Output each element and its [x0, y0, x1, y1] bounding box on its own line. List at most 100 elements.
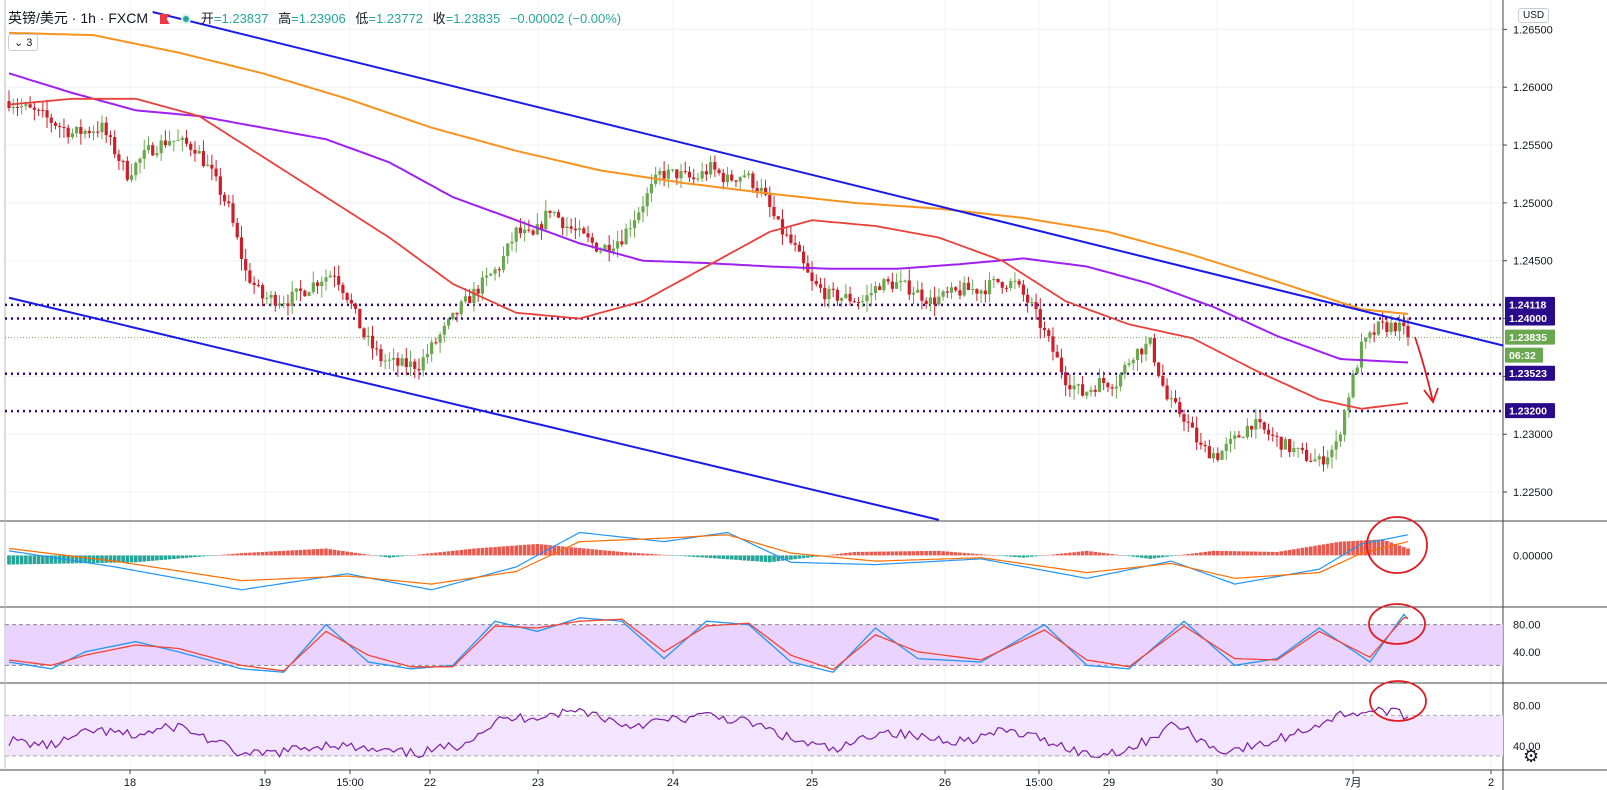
candle-body: [561, 217, 565, 228]
candle-body: [687, 171, 692, 178]
macd-bar: [1025, 555, 1030, 558]
candle-body: [244, 258, 248, 271]
macd-bar: [1330, 543, 1334, 556]
macd-bar: [1068, 552, 1072, 556]
macd-bar: [1397, 545, 1402, 556]
candle-body: [273, 294, 277, 306]
macd-bar: [899, 551, 903, 556]
candle-body: [637, 212, 641, 221]
candle-body: [307, 292, 311, 297]
macd-bar: [594, 549, 599, 556]
candle-body: [506, 243, 510, 257]
candle-body: [1250, 425, 1254, 430]
x-tick-label: 19: [259, 777, 271, 789]
macd-bar: [991, 555, 996, 556]
macd-bar: [1262, 551, 1267, 556]
candle-body: [878, 286, 882, 291]
candle-body: [890, 281, 894, 289]
macd-bar: [1220, 550, 1224, 556]
macd-bar: [806, 555, 810, 558]
macd-bar: [315, 548, 320, 556]
macd-bar: [328, 549, 333, 556]
candle-body: [442, 325, 446, 335]
macd-bar: [1347, 541, 1351, 556]
candle-body: [417, 368, 421, 371]
macd-bar: [890, 551, 895, 556]
candle-body: [1004, 287, 1009, 289]
candle-body: [383, 360, 387, 362]
currency-badge[interactable]: USD: [1518, 8, 1550, 23]
candle-body: [971, 289, 975, 291]
candle-body: [573, 228, 577, 231]
candle-body: [831, 288, 835, 290]
candle-body: [928, 297, 932, 305]
macd-bar: [476, 548, 480, 556]
x-tick-label: 30: [1211, 777, 1223, 789]
candle-body: [248, 270, 252, 283]
candle-body: [218, 176, 222, 195]
candle-body: [1182, 414, 1186, 422]
candle-body: [730, 174, 734, 181]
candle-body: [531, 230, 535, 235]
macd-bar: [472, 548, 476, 556]
macd-bar: [1216, 550, 1220, 556]
candle-body: [1300, 447, 1304, 450]
price-label-bg: [1505, 329, 1555, 345]
macd-bar: [142, 555, 147, 562]
macd-bar: [1038, 555, 1043, 556]
macd-bar: [742, 555, 747, 561]
candle-body: [1296, 447, 1300, 449]
indicators-toggle[interactable]: ⌄ 3: [8, 34, 39, 51]
open-value: =1.23837: [213, 11, 269, 26]
candle-body: [337, 276, 341, 285]
macd-bar: [497, 546, 502, 556]
candle-body: [725, 174, 730, 183]
macd-bar: [873, 551, 878, 556]
candle-body: [577, 228, 582, 231]
candle-body: [1131, 360, 1135, 364]
flag-icon[interactable]: [159, 14, 170, 24]
gear-icon[interactable]: ⚙: [1523, 746, 1540, 766]
candle-body: [1127, 363, 1131, 365]
candle-body: [252, 282, 256, 286]
macd-bar: [1000, 555, 1005, 556]
candle-body: [1393, 322, 1397, 332]
candle-body: [544, 210, 548, 229]
y-tick-label: 1.23000: [1513, 429, 1553, 441]
candle-body: [1271, 434, 1275, 436]
macd-bar: [1106, 553, 1110, 556]
candle-body: [768, 194, 772, 207]
macd-bar: [915, 551, 920, 556]
candle-body: [231, 203, 235, 223]
x-tick-label: 24: [667, 777, 679, 789]
candle-body: [1355, 367, 1359, 374]
y-tick-label: 1.24500: [1513, 256, 1553, 268]
macd-bar: [1008, 555, 1013, 557]
candle-body: [362, 328, 366, 338]
macd-bar: [1030, 555, 1034, 557]
candle-body: [856, 302, 861, 304]
candle-body: [404, 358, 408, 368]
candle-body: [1068, 385, 1072, 390]
candle-body: [1042, 327, 1047, 331]
macd-bar: [412, 554, 417, 556]
macd-bar: [400, 555, 404, 557]
macd-bar: [463, 549, 468, 556]
macd-bar: [590, 549, 595, 556]
candle-body: [624, 228, 628, 245]
macd-bar: [987, 554, 992, 556]
price-label: 1.24118: [1509, 299, 1547, 311]
candles: [7, 90, 1410, 472]
symbol-title[interactable]: 英镑/美元 · 1h · FXCM: [8, 10, 149, 26]
candle-body: [527, 229, 531, 231]
macd-bar: [856, 551, 861, 556]
x-tick-label: 26: [939, 777, 951, 789]
price-label-bg: [1505, 365, 1555, 381]
candle-body: [392, 358, 396, 360]
macd-bar: [953, 552, 958, 556]
x-tick-label: 25: [806, 777, 818, 789]
macd-bar: [1055, 554, 1059, 556]
macd-signal-line: [8, 534, 1409, 585]
candle-body: [1275, 435, 1279, 437]
